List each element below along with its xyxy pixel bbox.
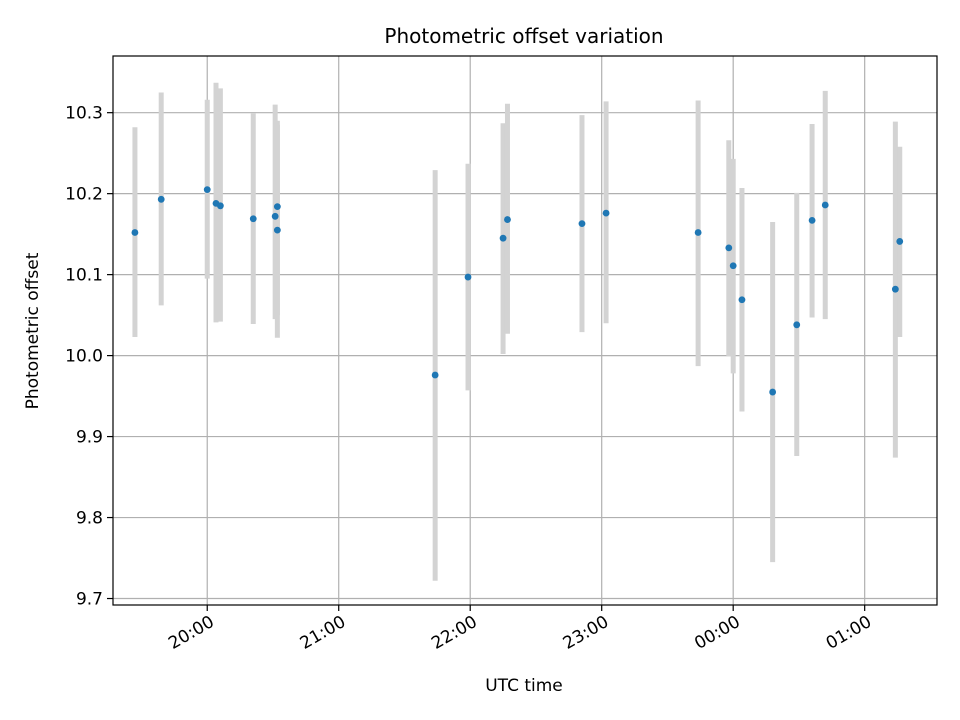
x-tick-label: 22:00	[428, 612, 480, 654]
x-tick-label: 00:00	[691, 612, 743, 654]
x-tick-label: 21:00	[297, 612, 349, 654]
y-tick-label: 9.9	[76, 428, 103, 448]
x-tick-label: 23:00	[560, 612, 612, 654]
y-axis-label: Photometric offset	[23, 252, 43, 409]
data-point	[157, 195, 165, 203]
y-tick-label: 9.8	[76, 509, 103, 529]
y-tick-label: 9.7	[76, 590, 103, 610]
y-axis-ticks: 9.7 9.8 9.9 10.0 10.1 10.2 10.3	[65, 104, 113, 610]
grid-lines	[113, 56, 937, 605]
data-point	[578, 220, 586, 228]
y-tick-label: 10.1	[65, 266, 103, 286]
x-tick-label: 20:00	[165, 612, 217, 654]
error-bars	[132, 82, 903, 581]
plot-frame	[112, 55, 938, 606]
data-points	[131, 186, 904, 396]
y-tick-label: 10.2	[65, 185, 103, 205]
data-point	[431, 371, 439, 379]
data-point	[896, 238, 904, 245]
data-point	[738, 296, 746, 304]
data-point	[504, 216, 511, 223]
data-point	[499, 234, 507, 242]
data-point	[808, 216, 816, 224]
x-axis-label: UTC time	[485, 676, 563, 696]
data-point	[694, 229, 702, 236]
data-point	[216, 202, 224, 210]
chart-title: Photometric offset variation	[384, 24, 663, 48]
data-point	[131, 229, 139, 236]
data-point	[729, 262, 737, 270]
data-point	[602, 209, 610, 217]
data-point	[821, 201, 829, 209]
data-point	[464, 273, 472, 281]
x-axis-ticks: 20:00 21:00 22:00 23:00 00:00 01:00	[165, 605, 875, 654]
data-point	[273, 203, 281, 211]
y-tick-label: 10.3	[65, 104, 103, 124]
data-point	[249, 215, 257, 223]
data-point	[203, 186, 211, 194]
data-point	[769, 388, 777, 396]
data-point	[271, 212, 279, 220]
data-point	[891, 285, 899, 293]
data-point	[273, 226, 281, 234]
x-tick-label: 01:00	[823, 612, 875, 654]
y-tick-label: 10.0	[65, 347, 103, 367]
data-point	[793, 321, 801, 329]
data-point	[725, 244, 733, 252]
